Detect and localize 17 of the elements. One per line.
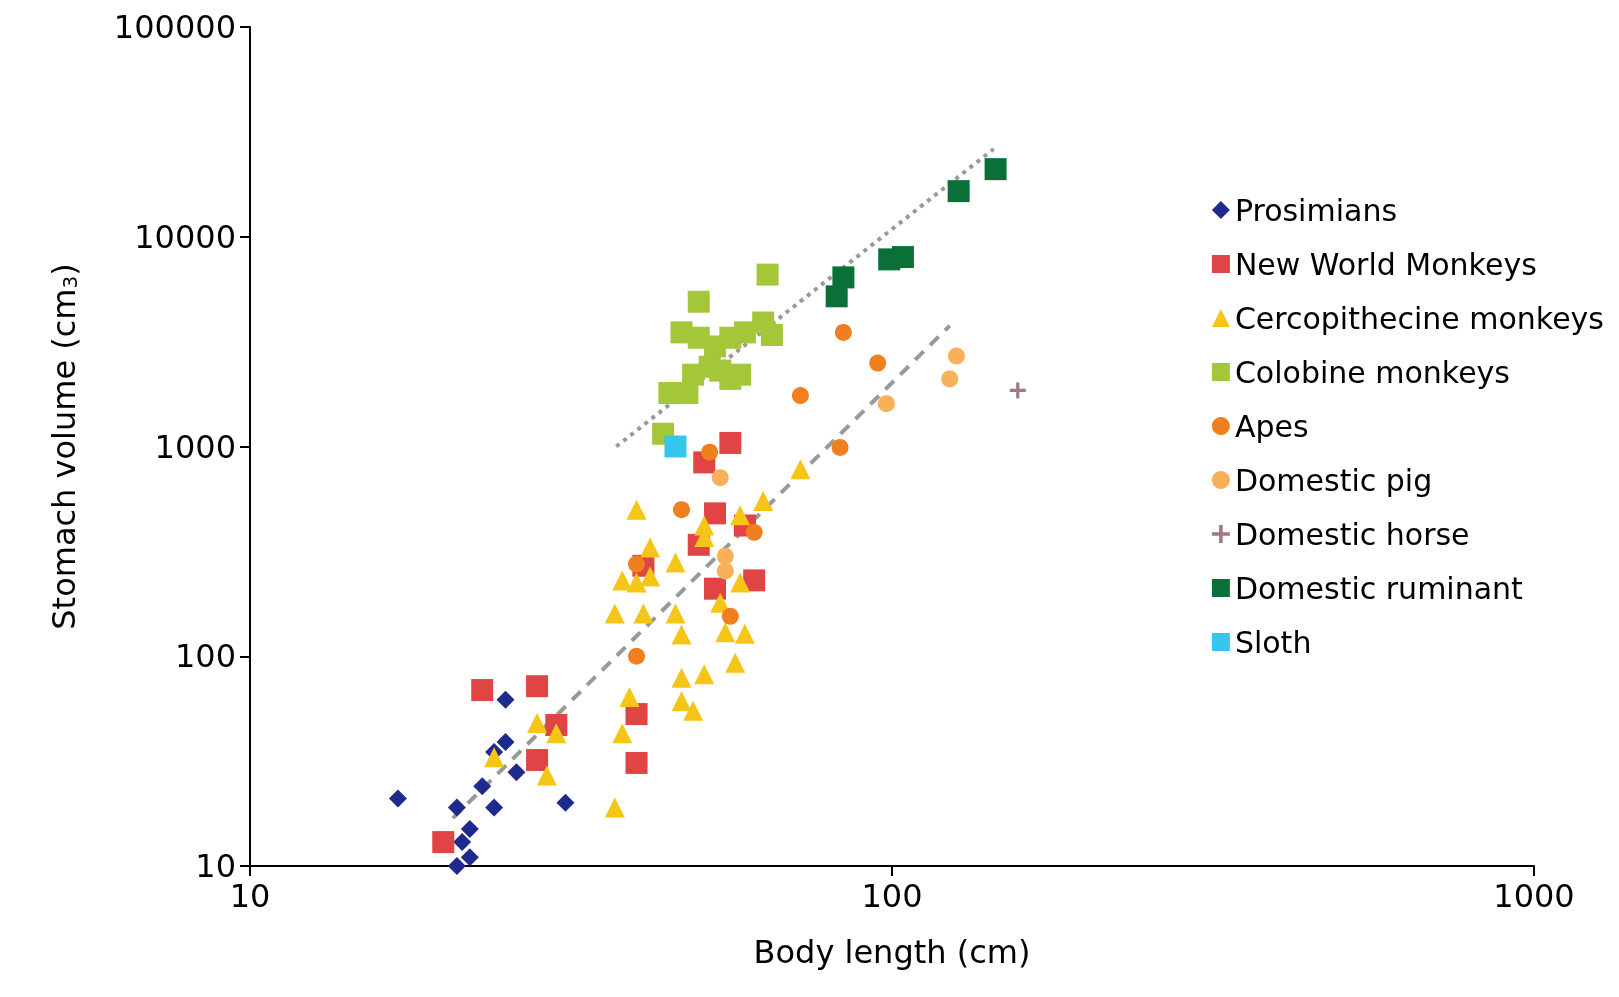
legend-label: Domestic horse [1234, 516, 1470, 552]
legend-label: New World Monkeys [1234, 246, 1537, 282]
legend-label: Cercopithecine monkeys [1234, 300, 1605, 336]
x-tick-label: 1000 [1493, 877, 1575, 915]
y-tick-label: 100 [174, 637, 236, 676]
legend-label: Prosimians [1234, 192, 1398, 228]
legend-label: Domestic ruminant [1234, 570, 1524, 606]
legend-label: Domestic pig [1234, 462, 1433, 498]
y-tick-label: 100000 [113, 8, 236, 46]
legend-label: Apes [1234, 408, 1309, 444]
legend-label: Sloth [1234, 624, 1312, 660]
legend-label: Colobine monkeys [1234, 354, 1511, 390]
y-axis-title: Stomach volume (cm3) [45, 263, 83, 630]
x-tick-label: 100 [861, 877, 923, 915]
y-tick-label: 1000 [154, 427, 236, 466]
x-axis-title: Body length (cm) [753, 933, 1031, 971]
y-tick-label: 10000 [134, 217, 236, 256]
